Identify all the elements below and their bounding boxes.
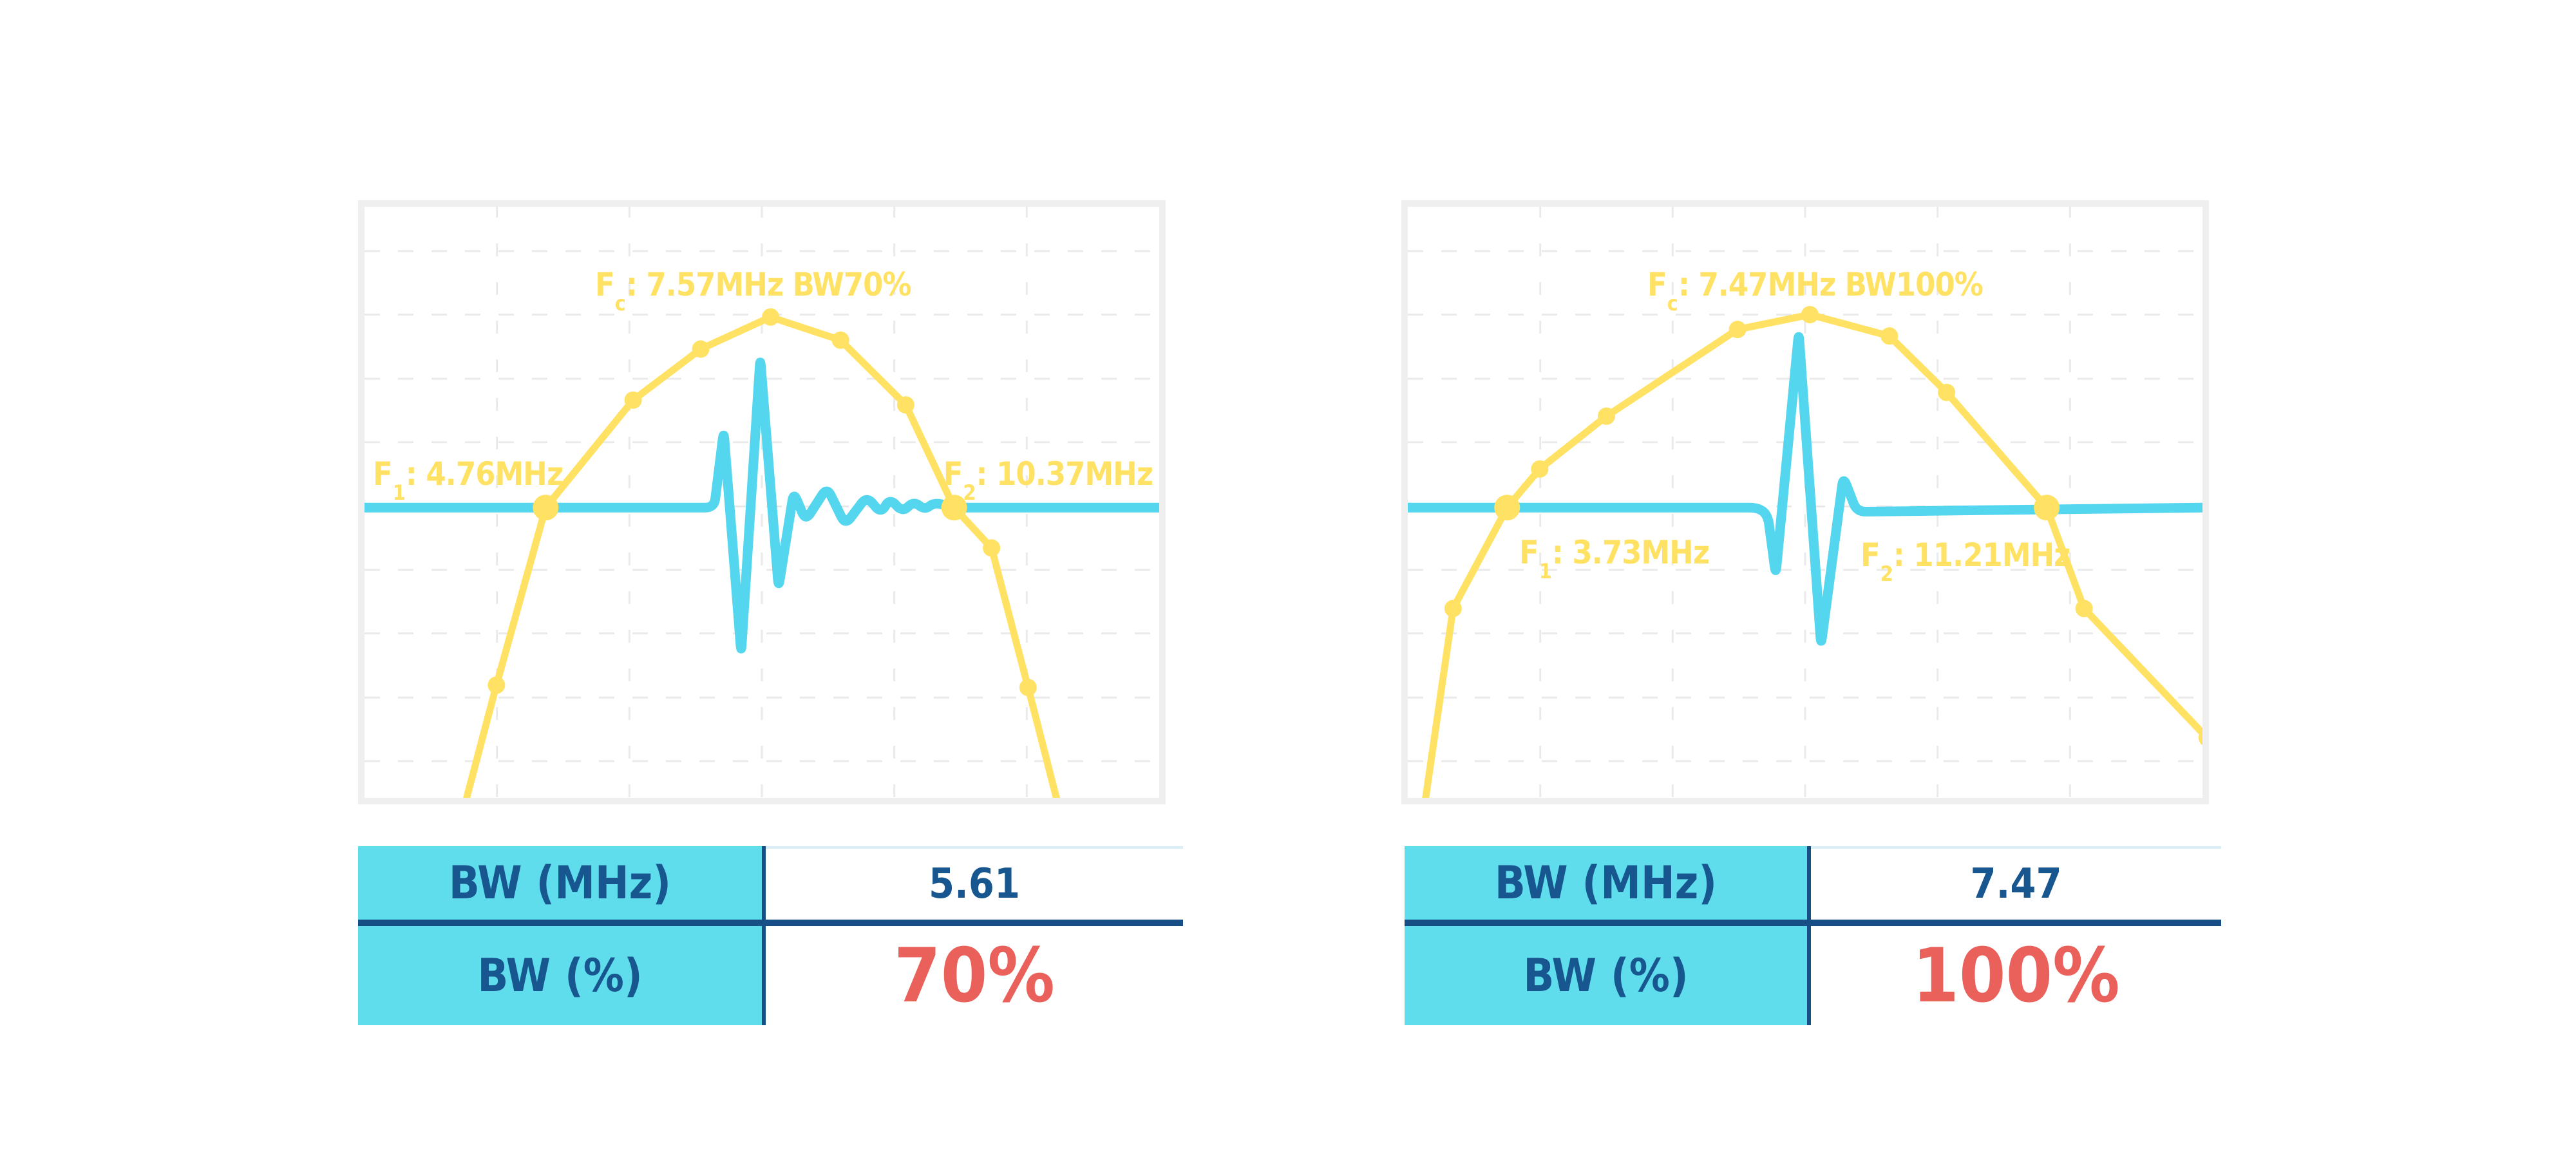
bw-summary-table: BW (MHz) 5.61 BW (%) 70% [358,846,1183,1025]
f1-annotation: F1: 4.76MHz [373,455,564,504]
chart-canvas-70pct [358,200,1166,804]
fc-value-text: : 7.47MHz BW100% [1678,266,1984,303]
fc-subscript: c [614,291,626,316]
fc-prefix: F [1647,266,1667,303]
f2-annotation: F2: 11.21MHz [1861,536,2071,585]
data-point-dot [1019,679,1037,697]
bw-pct-value: 70% [894,932,1055,1019]
data-point-dot [1801,306,1819,324]
f2-annotation: F2: 10.37MHz [943,455,1153,504]
data-point-dot [1444,600,1462,618]
fc-value-text: : 7.57MHz BW70% [625,266,912,303]
data-point-dot [1880,327,1899,345]
data-point-dot [983,539,1001,557]
bandwidth-chart-100pct: Fc: 7.47MHz BW100% F1: 3.73MHz F2: 11.21… [1401,200,2209,804]
f1-value-text: : 4.76MHz [405,455,564,493]
bandwidth-limit-dot [2034,495,2060,521]
bw-mhz-label-cell: BW (MHz) [1405,846,1811,926]
fc-prefix: F [595,266,615,303]
f2-value-text: : 10.37MHz [976,455,1153,493]
data-point-dot [1598,407,1615,425]
f2-value-text: : 11.21MHz [1893,536,2071,574]
bw-mhz-label-cell: BW (MHz) [358,846,766,926]
bw-pct-value-cell: 100% [1811,926,2221,1025]
bw-mhz-value-cell: 5.61 [766,846,1183,926]
bw-pct-label-cell: BW (%) [358,926,766,1025]
f2-prefix: F [943,455,963,493]
bw-pct-value: 100% [1912,932,2120,1019]
bw-mhz-value-cell: 7.47 [1811,846,2221,926]
fc-subscript: c [1667,291,1678,316]
bw-pct-label-cell: BW (%) [1405,926,1811,1025]
data-point-dot [1938,383,1956,401]
fc-annotation: Fc: 7.47MHz BW100% [1647,266,1984,314]
f2-subscript: 2 [963,480,976,505]
bandwidth-limit-dot [941,495,967,521]
bandwidth-limit-dot [1494,495,1520,521]
data-point-dot [624,391,642,409]
data-point-dot [1531,460,1549,478]
f1-subscript: 1 [392,480,406,505]
bw-mhz-label: BW (MHz) [448,856,672,909]
f1-prefix: F [1519,534,1539,571]
data-point-dot [2075,600,2093,618]
data-point-dot [762,308,780,326]
bandwidth-chart-70pct: Fc: 7.57MHz BW70% F1: 4.76MHz F2: 10.37M… [358,200,1166,804]
data-point-dot [692,340,710,358]
data-point-dot [488,676,506,694]
bandwidth-limit-dot [533,495,559,521]
bw-mhz-value: 5.61 [928,860,1021,908]
f1-subscript: 1 [1539,559,1552,583]
bw-pct-label: BW (%) [477,949,643,1002]
chart-canvas-100pct [1401,200,2209,804]
bw-summary-table: BW (MHz) 7.47 BW (%) 100% [1405,846,2221,1025]
bw-mhz-label: BW (MHz) [1494,856,1718,909]
data-point-dot [831,331,849,349]
f1-value-text: : 3.73MHz [1551,534,1710,571]
chart-border [358,200,1166,804]
pulse-waveform [359,357,1164,654]
f1-prefix: F [373,455,393,493]
pulse-waveform [1403,332,2208,646]
f2-prefix: F [1861,536,1880,574]
f2-subscript: 2 [1880,562,1893,586]
bw-mhz-value: 7.47 [1970,860,2062,908]
bw-pct-label: BW (%) [1523,949,1689,1002]
data-point-dot [1728,321,1747,339]
bw-pct-value-cell: 70% [766,926,1183,1025]
fc-annotation: Fc: 7.57MHz BW70% [595,266,912,314]
f1-annotation: F1: 3.73MHz [1519,534,1710,582]
chart-border [1401,200,2209,804]
data-point-dot [896,396,914,414]
